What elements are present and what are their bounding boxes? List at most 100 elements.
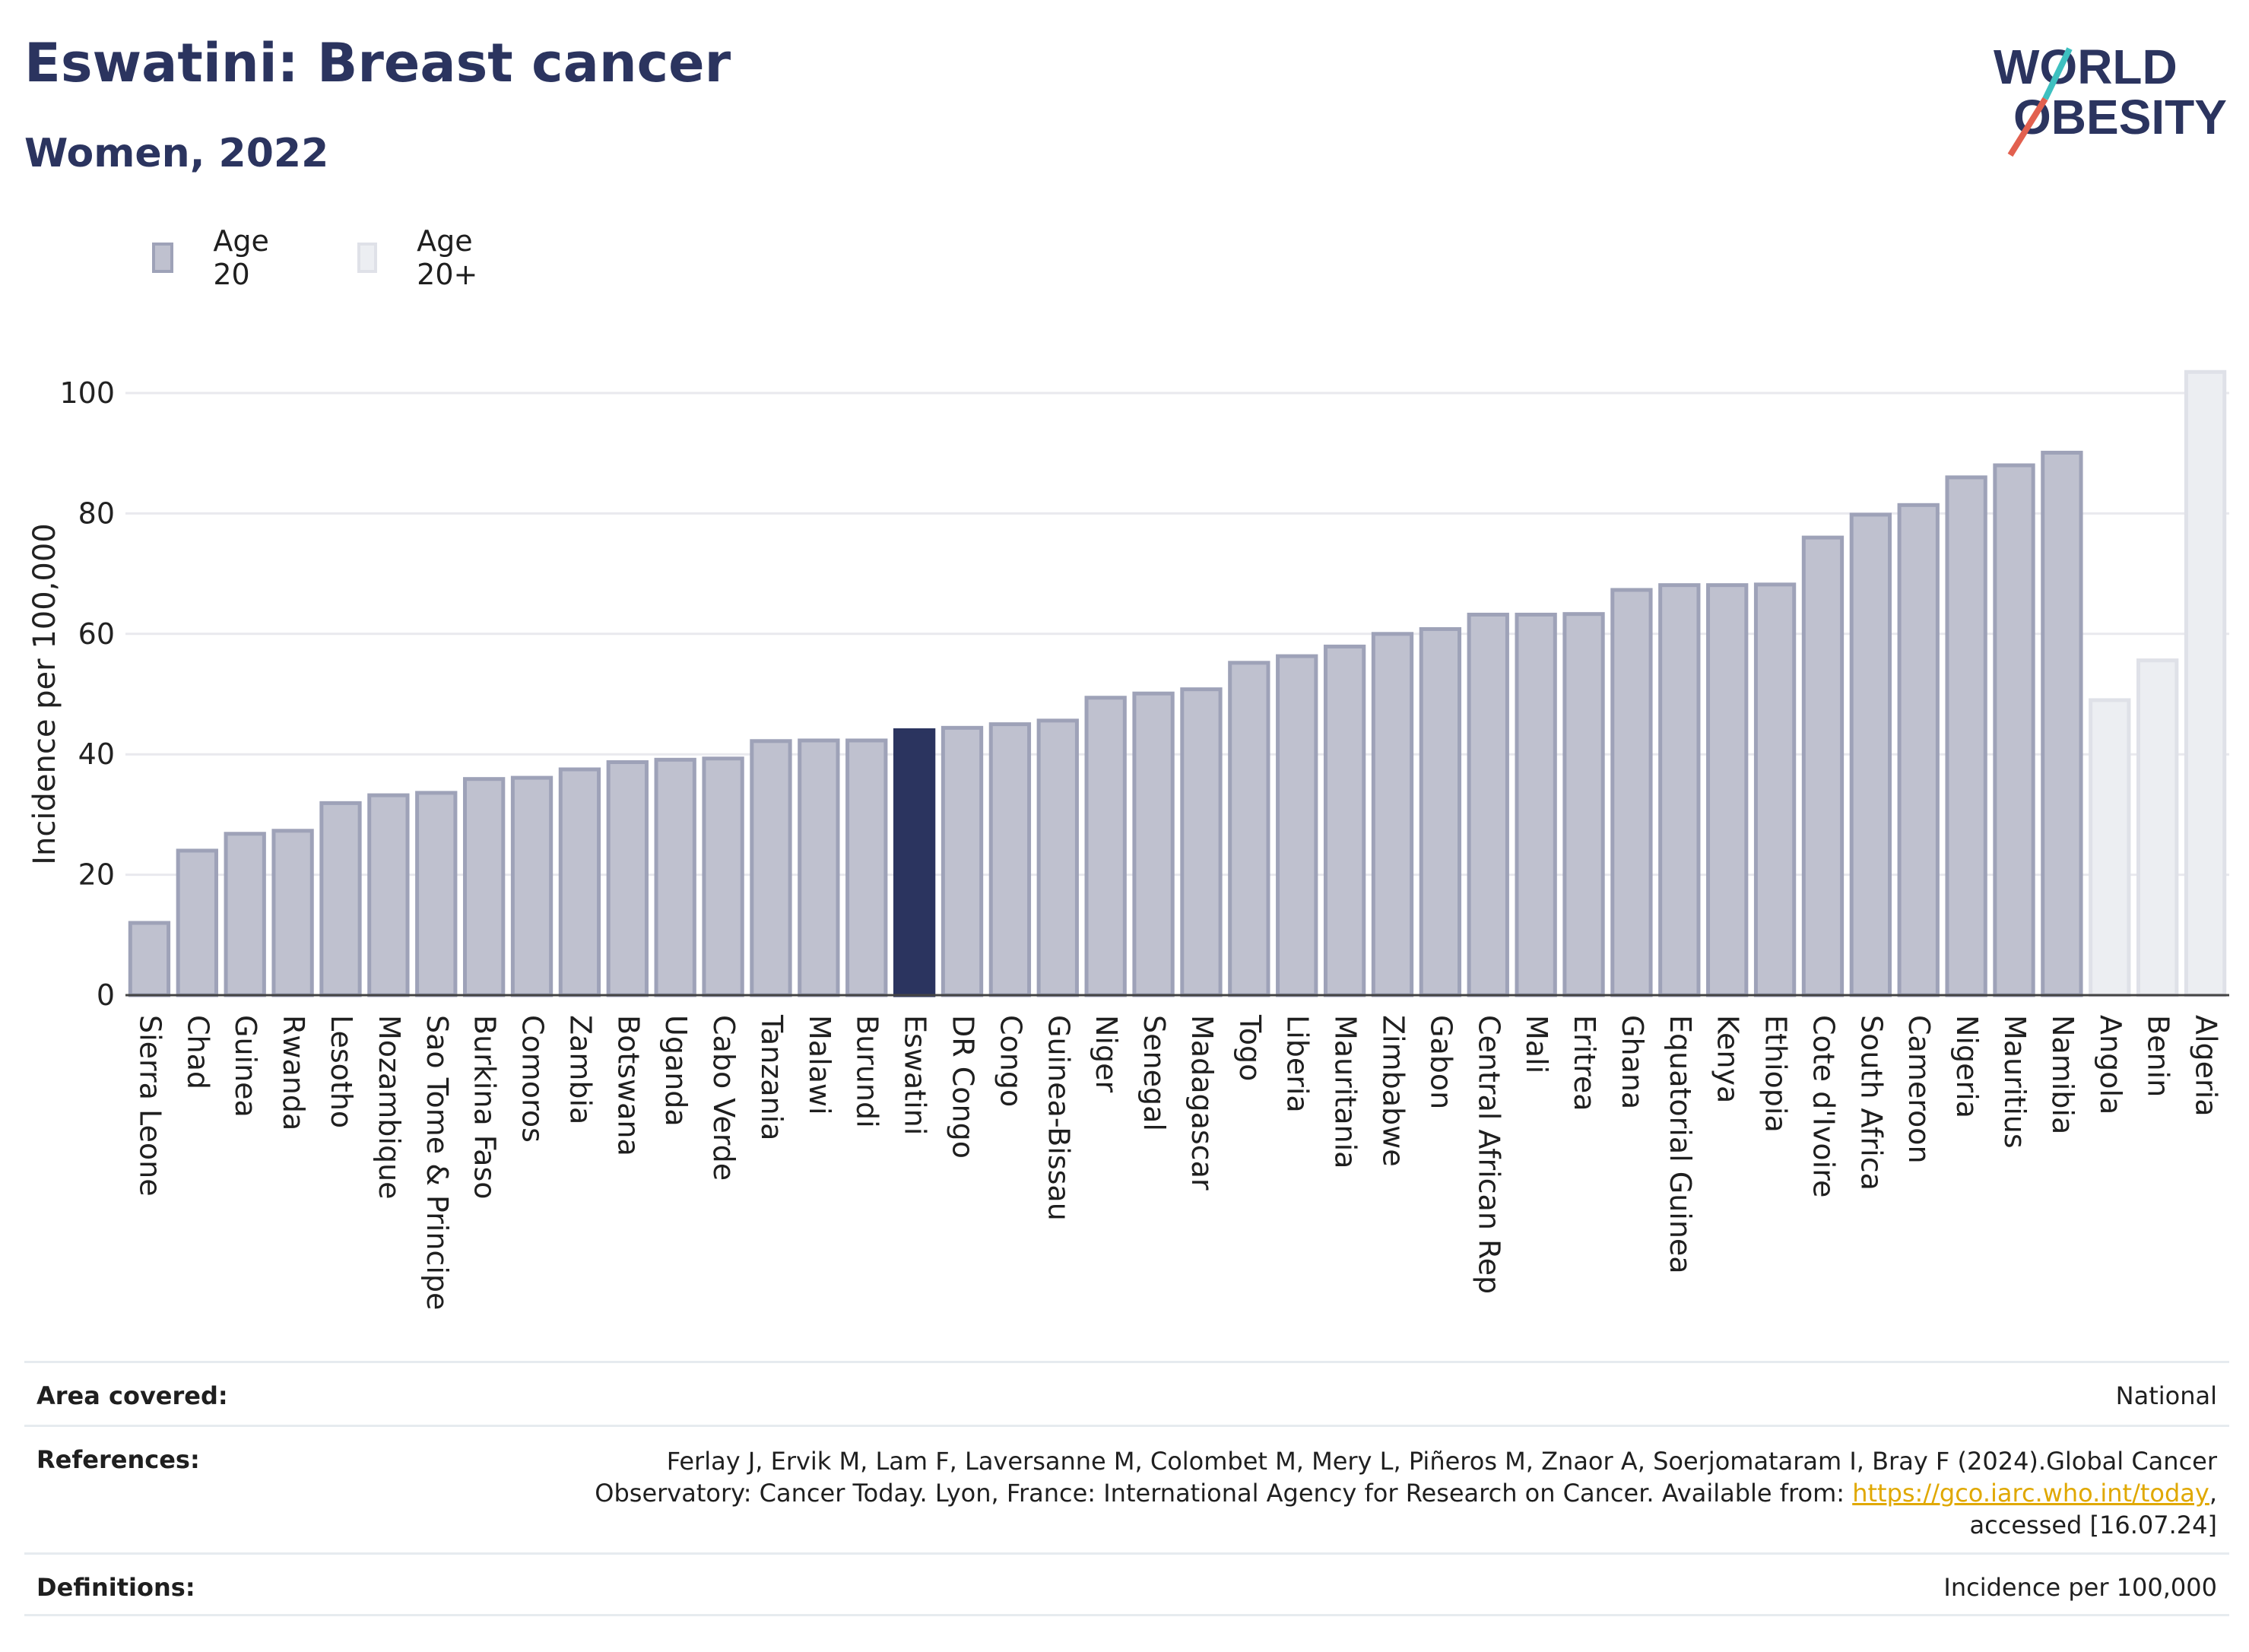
x-tick-label: Central African Rep <box>1472 1015 1505 1294</box>
x-tick-label: Algeria <box>2190 1015 2223 1117</box>
x-tick-label: Guinea-Bissau <box>1042 1015 1075 1221</box>
bar-togo <box>1228 661 1270 997</box>
x-tick-label: Mali <box>1520 1015 1553 1073</box>
x-tick-label: Angola <box>2094 1015 2127 1115</box>
bar-congo <box>988 722 1032 997</box>
x-tick-label: Cote d'Ivoire <box>1806 1015 1840 1197</box>
bar-angola <box>2089 698 2131 997</box>
x-tick-label: Burundi <box>851 1015 884 1128</box>
bar-burundi <box>845 738 888 997</box>
x-tick-label: Lesotho <box>325 1015 358 1128</box>
references-text: Ferlay J, Ervik M, Lam F, Laversanne M, … <box>595 1447 2217 1508</box>
bar-nigeria <box>1945 475 1987 997</box>
x-tick-label: South Africa <box>1854 1015 1888 1191</box>
legend-label-age20: Age 20 <box>213 224 269 291</box>
x-tick-label: Benin <box>2142 1015 2175 1097</box>
x-tick-label: Uganda <box>659 1015 693 1127</box>
x-tick-label: Gabon <box>1424 1015 1458 1109</box>
bar-comoros <box>510 775 554 997</box>
bar-liberia <box>1276 654 1318 997</box>
x-tick-label: Malawi <box>803 1015 836 1115</box>
bar-rwanda <box>271 829 314 997</box>
definitions-value: Incidence per 100,000 <box>1943 1573 2217 1602</box>
references-label: References: <box>36 1445 200 1474</box>
bar-zimbabwe <box>1371 632 1414 997</box>
x-tick-label: Ethiopia <box>1759 1015 1793 1133</box>
y-tick-label: 40 <box>78 737 115 771</box>
bar-dr-congo <box>941 725 984 997</box>
page-subtitle: Women, 2022 <box>24 131 329 176</box>
x-tick-label: DR Congo <box>947 1015 980 1159</box>
x-tick-label: Mauritius <box>1998 1015 2032 1149</box>
x-tick-label: Chad <box>181 1015 214 1089</box>
x-tick-label: Zimbabwe <box>1376 1015 1410 1167</box>
bar-lesotho <box>319 801 362 997</box>
bar-ghana <box>1610 588 1653 997</box>
bar-uganda <box>654 757 696 997</box>
x-tick-label: Congo <box>994 1015 1027 1107</box>
x-tick-label: Tanzania <box>755 1014 788 1140</box>
bar-burkina-faso <box>462 777 506 997</box>
bar-niger <box>1084 696 1127 997</box>
bar-cameroon <box>1897 503 1940 997</box>
bar-chart: 0 20 40 60 80 100 Incidence per 100,000 Sierra … <box>27 369 2229 1310</box>
x-tick-label: Sierra Leone <box>133 1015 167 1197</box>
y-axis-label: Incidence per 100,000 <box>27 523 62 865</box>
x-tick-label: Senegal <box>1137 1015 1171 1131</box>
y-tick-label: 80 <box>78 496 115 530</box>
bar-chad <box>176 848 218 997</box>
y-tick-label: 60 <box>78 617 115 651</box>
footer-table: Area covered: National References: Ferla… <box>24 1361 2229 1616</box>
footer-row-definitions: Definitions: Incidence per 100,000 <box>24 1552 2229 1616</box>
legend-item-age20[interactable]: Age 20 <box>152 224 278 291</box>
x-tick-label: Cameroon <box>1902 1015 1936 1164</box>
x-tick-label: Togo <box>1233 1014 1267 1081</box>
bar-cote-d-ivoire <box>1801 535 1845 997</box>
x-tick-label: Eswatini <box>899 1015 932 1135</box>
legend-item-age20plus[interactable]: Age 20+ <box>357 224 488 291</box>
legend-swatch-age20 <box>152 243 174 273</box>
bar-kenya <box>1706 583 1749 997</box>
x-tick-label: Rwanda <box>277 1015 310 1130</box>
x-tick-label: Zambia <box>563 1015 597 1124</box>
bar-eritrea <box>1562 612 1605 997</box>
bar-senegal <box>1132 691 1175 997</box>
x-tick-label: Liberia <box>1281 1015 1315 1113</box>
x-tick-label: Kenya <box>1711 1015 1745 1103</box>
logo-line2: OBESITY <box>2013 90 2227 144</box>
x-tick-label: Eritrea <box>1568 1015 1601 1111</box>
bar-mauritania <box>1323 644 1366 997</box>
x-tick-label: Nigeria <box>1950 1015 1984 1118</box>
bar-namibia <box>2041 450 2083 997</box>
footer-row-area: Area covered: National <box>24 1361 2229 1425</box>
area-value: National <box>2115 1381 2217 1410</box>
x-tick-label: Namibia <box>2046 1015 2079 1134</box>
references-link[interactable]: https://gco.iarc.who.int/today <box>1852 1479 2209 1508</box>
y-tick-label: 100 <box>59 376 115 410</box>
x-tick-label: Mauritania <box>1329 1015 1362 1168</box>
x-tick-label: Comoros <box>516 1015 550 1143</box>
bar-sao-tome-principe <box>415 791 458 997</box>
bar-mozambique <box>367 793 410 997</box>
bar-central-african-rep <box>1467 612 1509 997</box>
bar-equatorial-guinea <box>1658 583 1701 997</box>
y-tick-label: 0 <box>97 978 115 1012</box>
bar-gabon <box>1419 626 1462 997</box>
x-tick-label: Botswana <box>611 1015 645 1156</box>
x-tick-label: Equatorial Guinea <box>1664 1015 1697 1274</box>
references-value: Ferlay J, Ervik M, Lam F, Laversanne M, … <box>506 1445 2217 1552</box>
bar-mali <box>1515 612 1557 997</box>
bar-botswana <box>606 759 649 997</box>
bar-south-africa <box>1849 512 1892 997</box>
bar-benin <box>2136 658 2179 997</box>
logo-line1: WORLD <box>1994 40 2178 94</box>
bar-madagascar <box>1180 687 1223 997</box>
bar-mauritius <box>1993 463 2035 997</box>
x-tick-label: Madagascar <box>1185 1015 1219 1191</box>
area-label: Area covered: <box>36 1381 228 1410</box>
y-tick-label: 20 <box>78 858 115 892</box>
bar-zambia <box>558 767 601 997</box>
bar-eswatini <box>893 728 936 997</box>
world-obesity-logo: WORLD OBESITY <box>1994 40 2227 157</box>
bar-tanzania <box>750 739 792 997</box>
